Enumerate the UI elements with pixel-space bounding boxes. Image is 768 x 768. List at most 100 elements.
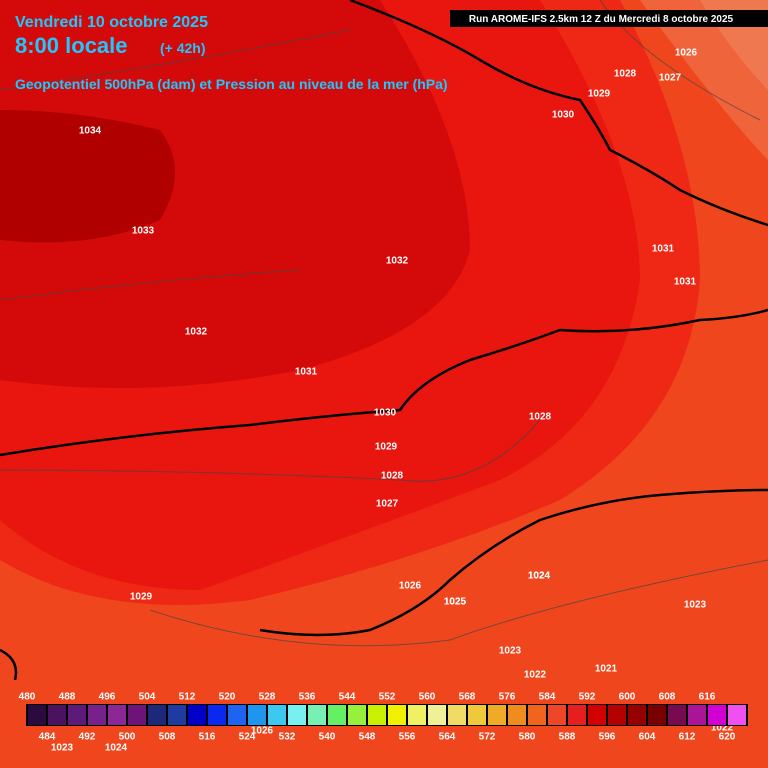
- colorbar-label: 576: [499, 692, 516, 703]
- coastline: [0, 0, 768, 681]
- colorbar-label: 500: [119, 732, 136, 743]
- isobar-label: 1028: [381, 471, 404, 482]
- colorbar-swatch: [168, 705, 186, 725]
- colorbar-label: 612: [679, 732, 696, 743]
- isobar-label: 1023: [499, 646, 522, 657]
- colorbar-label: 512: [179, 692, 196, 703]
- colorbar-swatch: [608, 705, 626, 725]
- colorbar-swatch: [28, 705, 46, 725]
- colorbar-swatch: [108, 705, 126, 725]
- colorbar-label: 532: [279, 732, 296, 743]
- colorbar-label: 560: [419, 692, 436, 703]
- colorbar-label: 520: [219, 692, 236, 703]
- colorbar-swatch: [668, 705, 686, 725]
- colorbar-swatch: [568, 705, 586, 725]
- colorbar-swatch: [128, 705, 146, 725]
- colorbar-label: 492: [79, 732, 96, 743]
- isobar-label: 1024: [528, 571, 551, 582]
- colorbar-label: 528: [259, 692, 276, 703]
- isobar-label: 1031: [652, 244, 675, 255]
- isobar: [0, 0, 768, 647]
- colorbar-label: 516: [199, 732, 216, 743]
- forecast-date: Vendredi 10 octobre 2025: [15, 14, 208, 31]
- isobar-label: 1023: [684, 600, 707, 611]
- colorbar-label: 496: [99, 692, 116, 703]
- colorbar-label: 616: [699, 692, 716, 703]
- colorbar-label: 588: [559, 732, 576, 743]
- isobar-label: 1022: [711, 723, 734, 734]
- colorbar-swatch: [228, 705, 246, 725]
- colorbar-swatch: [468, 705, 486, 725]
- colorbar-swatch: [508, 705, 526, 725]
- colorbar-label: 508: [159, 732, 176, 743]
- colorbar-swatch: [388, 705, 406, 725]
- isobar-label: 1026: [675, 48, 698, 59]
- colorbar-label: 484: [39, 732, 56, 743]
- colorbar-swatch: [648, 705, 666, 725]
- colorbar-label: 604: [639, 732, 656, 743]
- colorbar-label: 548: [359, 732, 376, 743]
- isobar-label: 1026: [399, 581, 422, 592]
- colorbar-label: 592: [579, 692, 596, 703]
- isobar-label: 1025: [444, 597, 467, 608]
- isobar-label: 1032: [185, 327, 208, 338]
- colorbar-label: 580: [519, 732, 536, 743]
- colorbar-label: 536: [299, 692, 316, 703]
- isobar-label: 1028: [529, 412, 552, 423]
- isobar-label: 1029: [130, 592, 153, 603]
- isobar-label: 1034: [79, 126, 102, 137]
- colorbar-swatch: [688, 705, 706, 725]
- isobar-label: 1026: [251, 726, 274, 737]
- isobar-label: 1024: [105, 743, 128, 754]
- isobar-labels: 1034103310321032103110301029102810271026…: [51, 48, 734, 754]
- colorbar-swatch: [728, 705, 746, 725]
- isobar-label: 1029: [375, 442, 398, 453]
- colorbar-label: 564: [439, 732, 456, 743]
- colorbar-label: 568: [459, 692, 476, 703]
- colorbar-label: 572: [479, 732, 496, 743]
- colorbar-label: 556: [399, 732, 416, 743]
- colorbar-label: 584: [539, 692, 556, 703]
- colorbar-label: 600: [619, 692, 636, 703]
- colorbar-swatch: [448, 705, 466, 725]
- colorbar-label: 596: [599, 732, 616, 743]
- colorbar-swatch: [488, 705, 506, 725]
- colorbar-swatch: [68, 705, 86, 725]
- isobar-label: 1029: [588, 89, 611, 100]
- forecast-lead: (+ 42h): [160, 40, 206, 56]
- colorbar-frame: [26, 704, 748, 726]
- isobar-label: 1023: [51, 743, 74, 754]
- colorbar-swatch: [408, 705, 426, 725]
- colorbar-swatch: [188, 705, 206, 725]
- pressure-zone: [0, 110, 175, 243]
- colorbar-swatch: [248, 705, 266, 725]
- colorbar-swatch: [348, 705, 366, 725]
- colorbar-swatch: [628, 705, 646, 725]
- colorbar-label: 540: [319, 732, 336, 743]
- isobar-label: 1030: [552, 110, 575, 121]
- isobar-label: 1033: [132, 226, 155, 237]
- isobar-label: 1021: [595, 664, 618, 675]
- colorbar-swatch: [268, 705, 286, 725]
- run-banner: [450, 10, 768, 27]
- colorbar-label: 480: [19, 692, 36, 703]
- colorbar-swatch: [528, 705, 546, 725]
- colorbar-label: 544: [339, 692, 356, 703]
- isobar-label: 1031: [674, 277, 697, 288]
- colorbar-swatch: [368, 705, 386, 725]
- colorbar-swatch: [708, 705, 726, 725]
- isobar-label: 1030: [374, 408, 397, 419]
- colorbar-swatch: [328, 705, 346, 725]
- colorbar-label: 504: [139, 692, 156, 703]
- pressure-zone: [0, 0, 470, 388]
- isobar-label: 1025: [444, 597, 467, 608]
- colorbar-label: 524: [239, 732, 256, 743]
- run-info: Run AROME-IFS 2.5km 12 Z du Mercredi 8 o…: [469, 14, 734, 25]
- colorbar-label: 620: [719, 732, 736, 743]
- colorbar-swatch: [548, 705, 566, 725]
- map-subtitle: Geopotentiel 500hPa (dam) et Pression au…: [15, 76, 448, 92]
- colorbar-label: 608: [659, 692, 676, 703]
- colorbar-swatch: [428, 705, 446, 725]
